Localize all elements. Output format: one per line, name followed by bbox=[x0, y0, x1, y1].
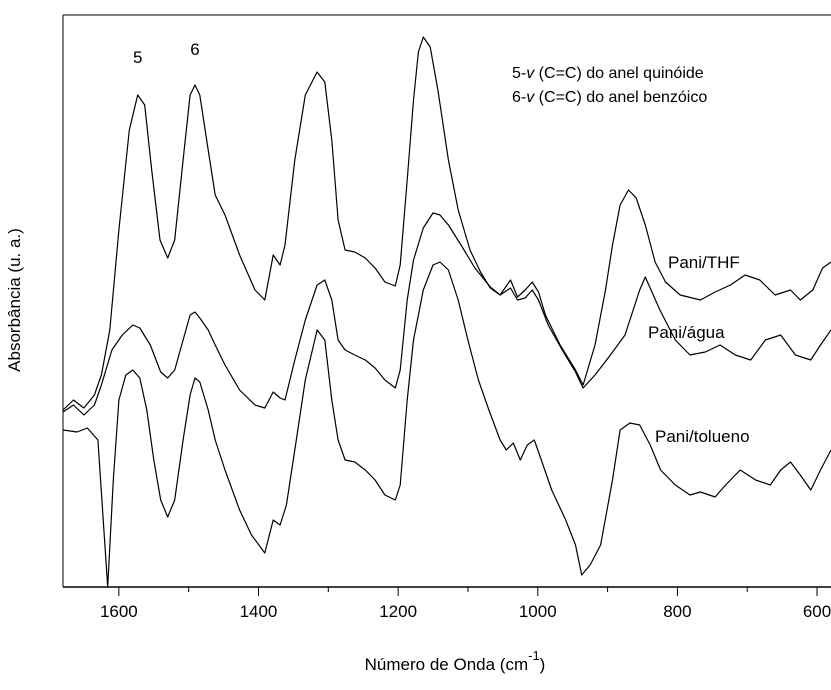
note: 5-v (C=C) do anel quinóide bbox=[512, 65, 704, 82]
series-label: Pani/THF bbox=[668, 253, 740, 272]
x-tick-label: 600 bbox=[803, 602, 831, 621]
x-axis-label: Número de Onda (cm-1) bbox=[365, 648, 546, 674]
x-axis-label-sup: -1 bbox=[528, 648, 540, 663]
peak-label: 6 bbox=[190, 40, 199, 59]
note-prefix: 5- bbox=[512, 65, 526, 82]
x-tick-label: 1600 bbox=[100, 602, 138, 621]
note-text: (C=C) do anel benzóico bbox=[534, 89, 707, 106]
x-tick-label: 1000 bbox=[519, 602, 557, 621]
note: 6-v (C=C) do anel benzóico bbox=[512, 89, 707, 106]
note-text: (C=C) do anel quinóide bbox=[534, 65, 704, 82]
series-label: Pani/água bbox=[648, 323, 725, 342]
note-prefix: 6- bbox=[512, 89, 526, 106]
x-tick-label: 800 bbox=[663, 602, 691, 621]
x-axis-label-end: ) bbox=[540, 655, 546, 674]
series-label: Pani/tolueno bbox=[655, 427, 750, 446]
x-tick-label: 1200 bbox=[379, 602, 417, 621]
note-symbol: v bbox=[526, 65, 535, 82]
spectrum-line bbox=[62, 36, 831, 411]
spectrum-line bbox=[62, 261, 831, 588]
y-axis-label: Absorbância (u. a.) bbox=[5, 228, 24, 372]
x-tick-label: 1400 bbox=[240, 602, 278, 621]
x-axis-label-text: Número de Onda (cm bbox=[365, 655, 528, 674]
note-symbol: v bbox=[526, 89, 535, 106]
spectrum-line bbox=[62, 212, 831, 416]
peak-label: 5 bbox=[133, 48, 142, 67]
